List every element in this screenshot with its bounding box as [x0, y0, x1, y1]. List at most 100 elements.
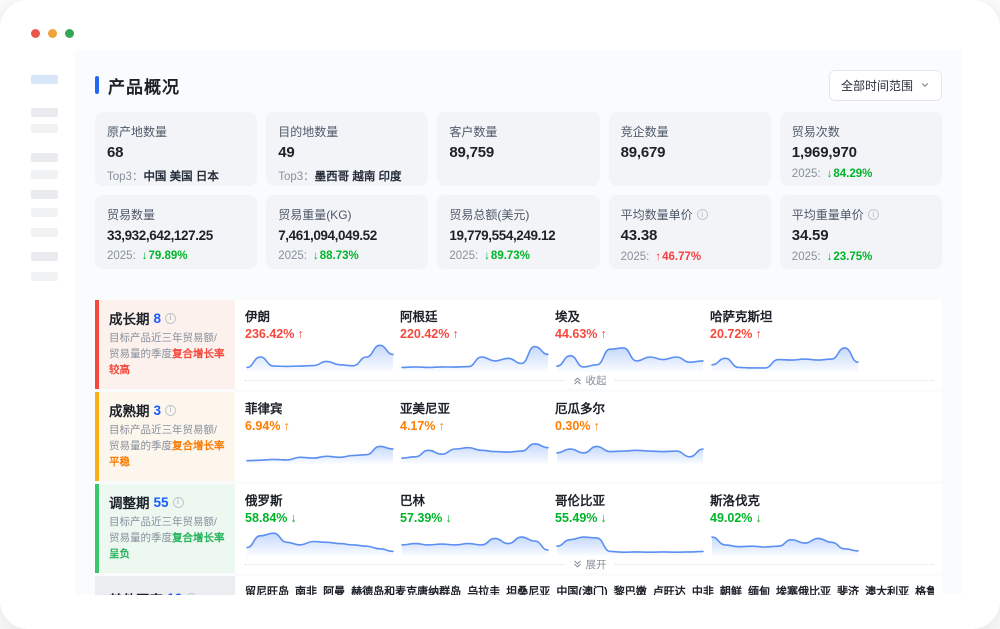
- trend-arrow-icon: ↓: [600, 511, 607, 525]
- info-icon[interactable]: i: [165, 312, 177, 324]
- trend-sparkline: [556, 445, 704, 464]
- trend-sparkline: [556, 347, 704, 372]
- stage-charts-area: 伊朗 236.42% ↑ 阿根廷 220.42% ↑ 埃及 44.63% ↑ 哈萨克斯…: [235, 300, 942, 389]
- growth-rate-value: 6.94%: [245, 419, 281, 433]
- stat-value: 89,679: [620, 144, 666, 161]
- stat-value: 68: [107, 144, 124, 161]
- trend-percent: 46.77%: [662, 251, 702, 263]
- stage-charts-area: 留尼旺岛 南非 阿曼 赫德岛和麦克唐纳群岛 乌拉圭 坦桑尼亚 中国(澳门) 黎巴…: [235, 576, 942, 595]
- trend-sparkline: [401, 442, 549, 464]
- country-name: 菲律宾: [245, 402, 283, 416]
- country-name: 阿根廷: [400, 310, 438, 324]
- stat-sub-top3: 墨西哥 越南 印度: [314, 171, 402, 183]
- trend-arrow-icon: ↓: [312, 250, 319, 262]
- stat-card: 平均重量单价 i 34.59 2025: ↓23.75%: [779, 195, 942, 269]
- trend-arrow-icon: ↓: [290, 511, 297, 525]
- stat-sub: 2025: ↑46.77%: [621, 251, 759, 263]
- info-icon[interactable]: i: [867, 209, 879, 220]
- trend-arrow-icon: ↑: [283, 419, 290, 433]
- trend-percent: 23.75%: [833, 251, 873, 263]
- country-chart: 伊朗 236.42% ↑: [245, 306, 400, 372]
- stat-value: 33,932,642,127.25: [107, 228, 213, 243]
- growth-rate-value: 4.17%: [400, 419, 436, 433]
- stat-value: 19,779,554,249.12: [449, 228, 556, 243]
- toggle-row: 收起: [245, 373, 934, 387]
- stat-label: 平均重量单价: [791, 208, 864, 222]
- stat-sub-prefix: Top3：: [278, 171, 315, 183]
- collapse-toggle[interactable]: 收起: [565, 373, 615, 388]
- stage-name: 成长期: [109, 312, 150, 327]
- stat-label: 贸易总额(美元): [449, 208, 530, 222]
- stage-label: 成长期 8 i 目标产品近三年贸易额/贸易量的季度复合增长率较高: [95, 300, 235, 389]
- country-chart: 厄瓜多尔 0.30% ↑: [555, 398, 710, 464]
- toggle-label-text: 收起: [585, 374, 607, 387]
- stat-sub-prefix: 2025:: [278, 250, 307, 262]
- growth-rate: 55.49% ↓: [555, 511, 710, 525]
- growth-rate-value: 236.42%: [245, 327, 295, 341]
- country-name: 埃及: [555, 310, 581, 324]
- trend-arrow-icon: ↓: [445, 511, 452, 525]
- stage-desc-text: 目标产品近三年贸易额/贸易量的季度: [109, 424, 217, 452]
- trend-percent: 89.73%: [490, 250, 530, 262]
- growth-rate: 57.39% ↓: [400, 511, 555, 525]
- info-icon[interactable]: i: [696, 209, 708, 220]
- minimize-button[interactable]: [48, 29, 57, 38]
- growth-rate: 4.17% ↑: [400, 419, 555, 433]
- growth-rate-value: 58.84%: [245, 511, 288, 525]
- stage-count: 8: [153, 310, 162, 326]
- page-title-text: 产品概况: [108, 77, 180, 97]
- growth-rate-value: 55.49%: [555, 511, 598, 525]
- country-chart: 埃及 44.63% ↑: [555, 306, 710, 372]
- growth-rate: 236.42% ↑: [245, 327, 400, 341]
- stage-description: 目标产品近三年贸易额/贸易量的季度复合增长率平稳: [109, 423, 226, 470]
- time-range-select[interactable]: 全部时间范围: [828, 69, 942, 101]
- trend-arrow-icon: ↑: [600, 327, 607, 341]
- growth-rate-value: 220.42%: [400, 327, 450, 341]
- sidebar-skeleton: [31, 75, 58, 281]
- sidebar-skeleton-item: [31, 272, 58, 281]
- stat-value: 34.59: [791, 227, 829, 244]
- stat-value: 43.38: [620, 227, 658, 244]
- stat-card: 客户数量 i 89,759: [437, 112, 600, 186]
- stat-sub: Top3：墨西哥 越南 印度: [278, 168, 416, 184]
- stat-label: 平均数量单价: [620, 208, 693, 222]
- sidebar-skeleton-item: [31, 153, 58, 162]
- collapse-toggle[interactable]: 展开: [565, 557, 615, 572]
- close-button[interactable]: [31, 29, 40, 38]
- stat-card: 贸易次数 i 1,969,970 2025:↓84.29%: [779, 112, 942, 186]
- stat-sub-prefix: 2025:: [791, 168, 821, 180]
- stat-card: 贸易重量(KG) i 7,461,094,049.52 2025:↓88.73%: [266, 195, 429, 269]
- country-chart: 俄罗斯 58.84% ↓: [245, 490, 400, 556]
- country-list: 留尼旺岛 南非 阿曼 赫德岛和麦克唐纳群岛 乌拉圭 坦桑尼亚 中国(澳门) 黎巴…: [245, 586, 934, 595]
- stat-sub: 2025: ↓88.73%: [278, 250, 416, 262]
- growth-rate-value: 49.02%: [710, 511, 753, 525]
- stat-value: 7,461,094,049.52: [278, 228, 377, 243]
- trend-arrow-icon: ↓: [141, 250, 148, 262]
- stat-sub-prefix: 2025:: [620, 251, 650, 263]
- trend-arrow-icon: ↑: [755, 327, 762, 341]
- trend-sparkline: [401, 536, 549, 556]
- maximize-button[interactable]: [65, 29, 74, 38]
- country-name: 厄瓜多尔: [555, 402, 606, 416]
- stat-label: 客户数量: [449, 125, 498, 139]
- info-icon[interactable]: i: [186, 593, 198, 595]
- trend-arrow-icon: ↑: [593, 419, 600, 433]
- stat-card: 平均数量单价 i 43.38 2025: ↑46.77%: [608, 195, 771, 269]
- double-chevron-icon: [573, 377, 581, 384]
- growth-rate-value: 57.39%: [400, 511, 443, 525]
- stat-value: 1,969,970: [791, 144, 857, 161]
- stage-name: 成熟期: [109, 404, 150, 419]
- stage-description: 目标产品近三年贸易额/贸易量的季度复合增长率较高: [109, 331, 226, 378]
- trend-sparkline: [711, 536, 859, 556]
- window-controls: [31, 29, 74, 38]
- trend-percent: 88.73%: [319, 250, 359, 262]
- trend-arrow-icon: ↑: [297, 327, 304, 341]
- info-icon[interactable]: i: [172, 496, 184, 508]
- stat-card: 贸易总额(美元) i 19,779,554,249.12 2025:↓89.73…: [437, 195, 600, 269]
- stat-label: 目的地数量: [278, 125, 339, 139]
- stat-sub-top3: 中国 美国 日本: [143, 171, 219, 183]
- sidebar-skeleton-item: [31, 228, 58, 237]
- stat-label: 竞企数量: [620, 125, 669, 139]
- info-icon[interactable]: i: [165, 404, 177, 416]
